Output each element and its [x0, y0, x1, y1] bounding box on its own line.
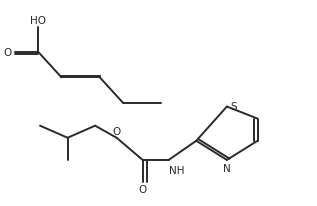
Text: O: O: [3, 48, 12, 58]
Text: O: O: [139, 184, 147, 194]
Text: N: N: [223, 163, 231, 173]
Text: O: O: [113, 126, 121, 136]
Text: NH: NH: [169, 165, 185, 175]
Text: HO: HO: [30, 16, 47, 26]
Text: S: S: [230, 101, 236, 111]
